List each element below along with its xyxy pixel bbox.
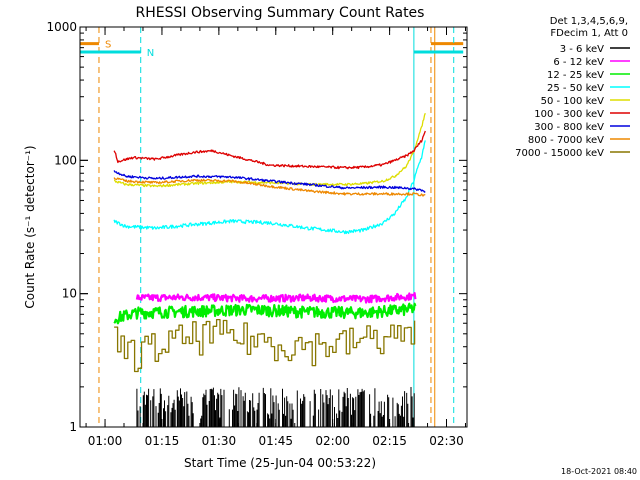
series-trace <box>113 112 426 188</box>
x-tick-label: 02:15 <box>372 434 407 448</box>
legend: Det 1,3,4,5,6,9,FDecim 1, Att 0 3 - 6 keV… <box>515 16 630 159</box>
y-axis-label: Count Rate (s⁻¹ detector⁻¹) <box>23 145 37 308</box>
series-25-50-kev <box>113 140 426 235</box>
series-12-25-kev <box>113 302 417 325</box>
series-100-300-kev <box>113 130 426 170</box>
legend-label-800-7000-kev: 800 - 7000 keV <box>528 135 604 146</box>
chart-title: RHESSI Observing Summary Count Rates <box>136 5 425 21</box>
y-tick-label: 1000 <box>46 20 77 34</box>
series-trace <box>136 387 415 427</box>
footer-timestamp: 18-Oct-2021 08:40 <box>561 467 637 476</box>
marker-s: S <box>80 27 464 427</box>
series-trace <box>113 130 426 170</box>
y-tick-label: 100 <box>54 153 77 167</box>
series-6-12-kev <box>135 292 417 304</box>
legend-label-6-12-kev: 6 - 12 keV <box>553 57 604 68</box>
series-7000-15000-kev <box>114 318 416 373</box>
legend-header-line: FDecim 1, Att 0 <box>550 28 628 39</box>
plot-area: SN <box>80 27 464 427</box>
series-trace <box>113 140 426 235</box>
plot-frame <box>79 26 468 428</box>
series-trace <box>113 170 426 193</box>
series-trace <box>135 292 417 304</box>
series-trace <box>113 177 426 197</box>
marker-label: S <box>105 40 111 51</box>
legend-label-100-300-kev: 100 - 300 keV <box>534 109 604 120</box>
series-50-100-kev <box>113 112 426 188</box>
x-axis-label: Start Time (25-Jun-04 00:53:22) <box>184 456 376 470</box>
series-300-800-kev <box>113 170 426 193</box>
legend-label-300-800-kev: 300 - 800 keV <box>534 122 604 133</box>
x-tick-label: 02:00 <box>315 434 350 448</box>
legend-label-7000-15000-kev: 7000 - 15000 keV <box>515 148 604 159</box>
axes: 1 10 100 1000 01:00 01:15 01:30 01:45 02:00 02:15… <box>46 20 467 448</box>
legend-label-25-50-kev: 25 - 50 keV <box>547 83 604 94</box>
x-tick-label: 01:00 <box>88 434 123 448</box>
marker-label: N <box>147 48 154 59</box>
x-tick-label: 01:45 <box>258 434 293 448</box>
legend-label-3-6-kev: 3 - 6 keV <box>560 44 604 55</box>
legend-label-50-100-kev: 50 - 100 keV <box>541 96 605 107</box>
legend-label-12-25-kev: 12 - 25 keV <box>547 70 604 81</box>
y-tick-label: 10 <box>62 287 77 301</box>
series-trace <box>113 302 417 325</box>
series-3-6-kev <box>136 387 415 427</box>
y-tick-label: 1 <box>69 420 77 434</box>
series-trace <box>114 318 416 373</box>
x-tick-label: 01:30 <box>202 434 237 448</box>
series-800-7000-kev <box>113 177 426 197</box>
legend-header-line: Det 1,3,4,5,6,9, <box>550 16 628 27</box>
x-tick-label: 01:15 <box>145 434 180 448</box>
x-tick-label: 02:30 <box>429 434 464 448</box>
